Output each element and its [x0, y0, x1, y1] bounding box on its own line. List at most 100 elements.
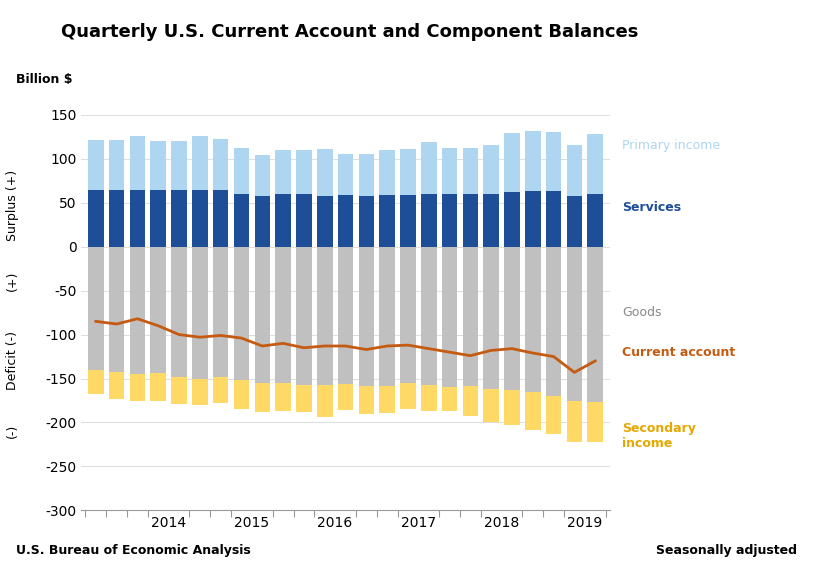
Bar — [150, 141, 166, 190]
Bar — [441, 194, 458, 246]
Bar — [504, 246, 520, 390]
Bar — [546, 191, 562, 246]
Bar — [233, 380, 250, 409]
Bar — [213, 246, 228, 377]
Bar — [296, 385, 311, 412]
Bar — [276, 383, 291, 411]
Bar — [172, 190, 187, 246]
Bar — [525, 392, 541, 430]
Bar — [296, 150, 311, 194]
Bar — [276, 246, 291, 383]
Bar — [421, 142, 437, 194]
Bar — [172, 141, 187, 190]
Bar — [484, 144, 499, 194]
Bar — [441, 148, 458, 194]
Bar — [380, 195, 395, 246]
Bar — [400, 383, 415, 409]
Bar — [88, 190, 104, 246]
Bar — [359, 195, 374, 246]
Bar — [546, 396, 562, 434]
Bar — [192, 379, 207, 405]
Bar — [504, 133, 520, 192]
Bar — [317, 149, 333, 195]
Bar — [129, 374, 146, 401]
Bar — [254, 383, 270, 412]
Bar — [317, 246, 333, 385]
Bar — [504, 192, 520, 246]
Bar — [421, 246, 437, 385]
Text: Services: Services — [622, 201, 681, 213]
Text: Current account: Current account — [622, 346, 735, 358]
Text: Surplus (+): Surplus (+) — [7, 170, 19, 241]
Bar — [192, 190, 207, 246]
Bar — [380, 246, 395, 386]
Bar — [276, 150, 291, 194]
Bar — [400, 149, 415, 195]
Bar — [276, 194, 291, 246]
Bar — [337, 195, 354, 246]
Bar — [525, 191, 541, 246]
Bar — [129, 190, 146, 246]
Bar — [441, 387, 458, 411]
Bar — [484, 194, 499, 246]
Bar — [172, 377, 187, 404]
Bar — [150, 190, 166, 246]
Bar — [337, 154, 354, 195]
Bar — [296, 194, 311, 246]
Bar — [150, 374, 166, 401]
Bar — [150, 246, 166, 374]
Bar — [463, 246, 478, 386]
Bar — [567, 246, 582, 401]
Bar — [525, 246, 541, 392]
Text: U.S. Bureau of Economic Analysis: U.S. Bureau of Economic Analysis — [16, 544, 251, 557]
Text: Primary income: Primary income — [622, 139, 720, 152]
Bar — [359, 154, 374, 195]
Text: Goods: Goods — [622, 306, 662, 319]
Bar — [380, 386, 395, 413]
Bar — [463, 386, 478, 416]
Bar — [463, 148, 478, 194]
Bar — [567, 195, 582, 246]
Bar — [380, 150, 395, 195]
Bar — [421, 194, 437, 246]
Bar — [463, 194, 478, 246]
Bar — [546, 246, 562, 396]
Text: Quarterly U.S. Current Account and Component Balances: Quarterly U.S. Current Account and Compo… — [61, 23, 638, 41]
Bar — [88, 369, 104, 394]
Bar — [421, 385, 437, 411]
Bar — [441, 246, 458, 387]
Bar — [233, 148, 250, 194]
Bar — [587, 403, 603, 442]
Bar — [109, 372, 124, 398]
Bar — [400, 246, 415, 383]
Bar — [317, 385, 333, 417]
Bar — [337, 246, 354, 384]
Bar — [129, 246, 146, 374]
Bar — [192, 136, 207, 190]
Bar — [525, 132, 541, 191]
Bar — [567, 144, 582, 195]
Bar — [484, 389, 499, 422]
Bar — [233, 194, 250, 246]
Bar — [233, 246, 250, 380]
Bar — [129, 136, 146, 190]
Bar — [504, 390, 520, 425]
Text: (-): (-) — [7, 424, 19, 438]
Bar — [587, 246, 603, 403]
Bar — [109, 190, 124, 246]
Bar — [484, 246, 499, 389]
Bar — [213, 139, 228, 190]
Bar — [88, 140, 104, 190]
Bar — [400, 195, 415, 246]
Bar — [213, 190, 228, 246]
Text: Billion $: Billion $ — [16, 72, 72, 85]
Bar — [359, 386, 374, 414]
Text: (+): (+) — [7, 270, 19, 291]
Bar — [254, 246, 270, 383]
Bar — [546, 132, 562, 191]
Bar — [192, 246, 207, 379]
Bar — [359, 246, 374, 386]
Text: Seasonally adjusted: Seasonally adjusted — [656, 544, 797, 557]
Bar — [296, 246, 311, 385]
Text: Secondary
income: Secondary income — [622, 422, 696, 450]
